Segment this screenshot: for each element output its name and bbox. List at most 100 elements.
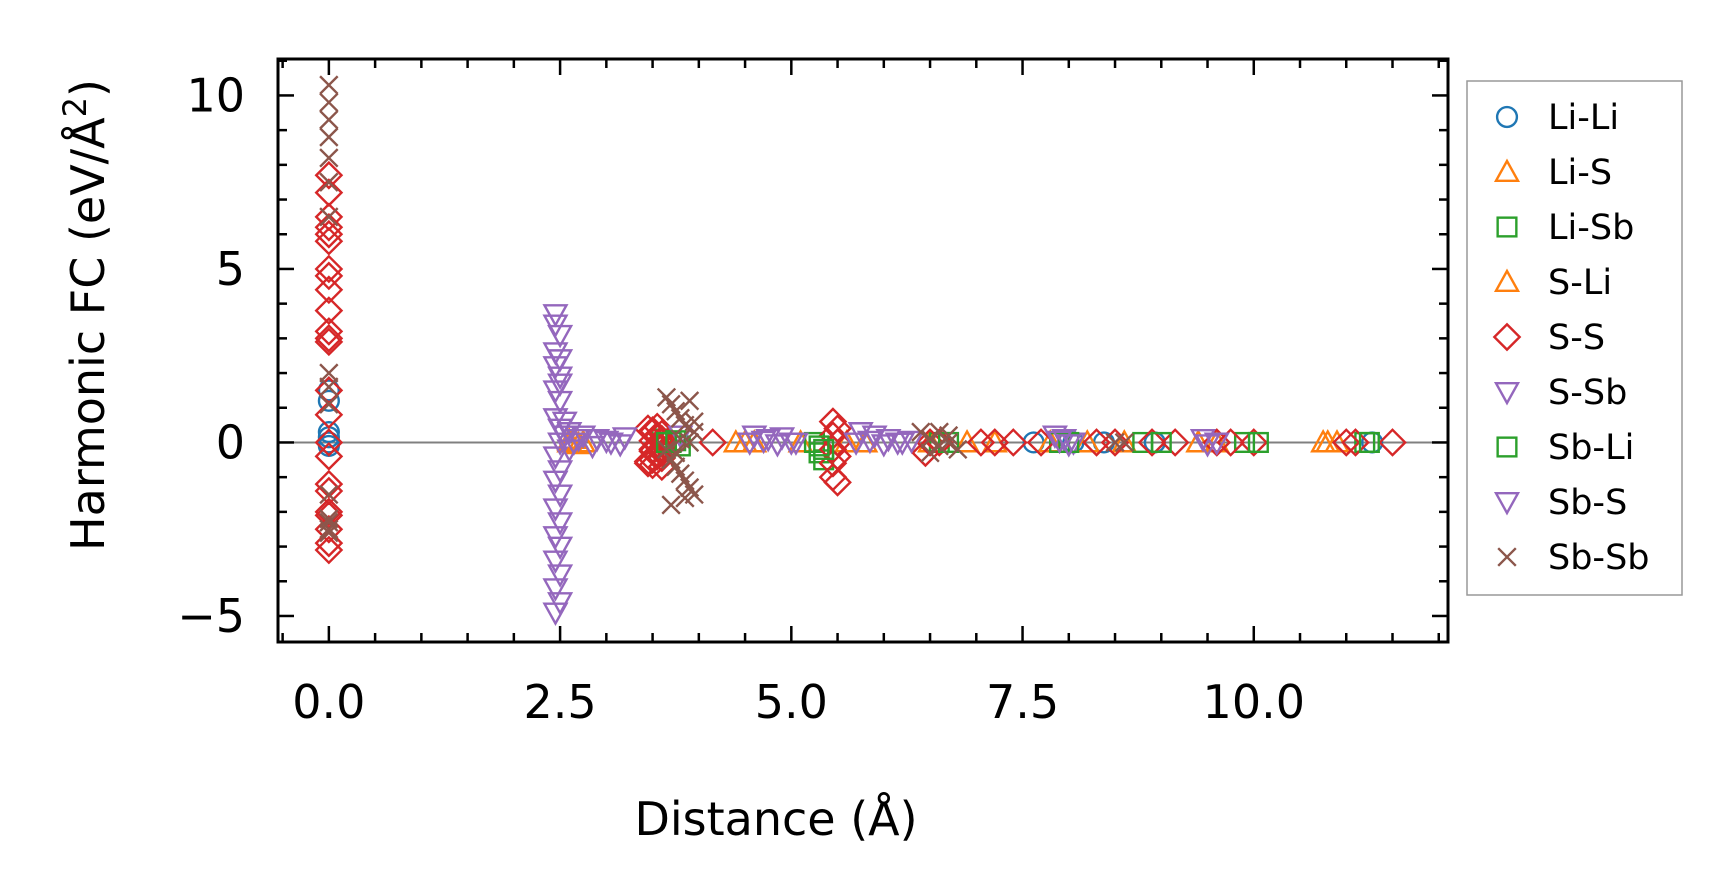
- data-point-sb-li: [938, 431, 960, 454]
- data-point-sb-sb: [319, 172, 339, 192]
- data-point-li-li: [317, 379, 340, 402]
- data-point-sb-s: [1046, 430, 1073, 455]
- legend-item-s-s: S-S: [1492, 318, 1605, 358]
- data-point-sb-sb: [679, 432, 700, 453]
- data-point-s-sb: [547, 390, 574, 415]
- data-point-s-s: [1341, 428, 1370, 457]
- legend-item-s-sb: S-Sb: [1493, 373, 1627, 413]
- data-point-s-sb: [597, 432, 625, 456]
- legend-item-li-s: Li-S: [1493, 153, 1612, 193]
- legend-item-sb-sb: Sb-Sb: [1497, 538, 1650, 578]
- data-point-sb-sb: [319, 110, 339, 130]
- legend-marker-li-s: [1493, 158, 1521, 183]
- data-point-s-s: [966, 428, 996, 457]
- legend-label: Li-Sb: [1548, 208, 1634, 248]
- data-point-li-sb: [1233, 431, 1256, 454]
- data-point-s-s: [1331, 428, 1361, 457]
- y-tick-labels: −5 0 5 10: [177, 68, 245, 643]
- legend-marker-li-sb: [1496, 216, 1518, 238]
- legend-label: Li-S: [1548, 153, 1612, 193]
- data-point-sb-sb: [319, 127, 339, 147]
- data-point-sb-s: [736, 432, 763, 456]
- data-point-sb-s: [778, 432, 805, 456]
- legend-label: S-Sb: [1548, 373, 1627, 413]
- data-point-li-li: [317, 389, 340, 412]
- legend-item-li-sb: Li-Sb: [1496, 208, 1634, 248]
- y-axis-title-superscript: 2: [56, 97, 94, 117]
- legend-marker-s-s: [1492, 322, 1522, 352]
- legend-item-sb-s: Sb-S: [1493, 483, 1627, 523]
- data-point-s-s: [1160, 428, 1190, 457]
- data-point-sb-sb: [319, 148, 339, 168]
- data-point-sb-li: [808, 435, 830, 457]
- data-point-s-s: [998, 428, 1028, 457]
- data-point-sb-s: [843, 432, 870, 456]
- data-point-s-sb: [542, 578, 569, 602]
- data-point-li-li: [317, 420, 340, 444]
- legend-item-sb-li: Sb-Li: [1496, 428, 1634, 468]
- x-tick-label: 7.5: [986, 675, 1059, 729]
- data-point-s-s: [314, 327, 344, 357]
- data-point-s-s: [314, 469, 344, 499]
- data-point-sb-s: [1194, 434, 1221, 458]
- data-point-s-sb: [1203, 432, 1230, 456]
- x-tick-label: 10.0: [1203, 675, 1305, 729]
- data-point-s-s: [638, 450, 667, 480]
- data-point-sb-sb: [319, 523, 339, 543]
- data-point-s-s: [1100, 428, 1130, 457]
- data-point-s-s: [314, 400, 344, 430]
- legend-label: Sb-S: [1548, 483, 1627, 523]
- data-point-s-s: [314, 428, 344, 457]
- data-point-s-s: [314, 254, 344, 284]
- data-point-s-s: [314, 160, 344, 190]
- y-tick-label: 10: [186, 68, 245, 122]
- data-point-s-li: [954, 428, 981, 453]
- legend-label: Sb-Li: [1548, 428, 1634, 468]
- data-point-sb-sb: [319, 484, 339, 505]
- data-point-sb-sb: [911, 422, 931, 442]
- legend-label: Li-Li: [1548, 98, 1619, 138]
- data-point-sb-s: [556, 439, 583, 463]
- y-tick-label: 0: [216, 415, 245, 469]
- data-point-s-s: [314, 528, 344, 558]
- data-point-s-sb: [547, 366, 574, 390]
- data-point-sb-s: [870, 434, 897, 458]
- data-point-s-s: [818, 435, 848, 464]
- data-point-s-s: [823, 468, 852, 497]
- data-point-sb-sb: [920, 443, 940, 463]
- data-point-s-sb: [547, 484, 574, 508]
- data-point-s-li: [1074, 428, 1101, 453]
- series-s-sb: [542, 304, 1230, 626]
- data-point-sb-s: [607, 434, 634, 458]
- data-point-s-sb: [542, 498, 569, 522]
- data-point-s-s: [1216, 428, 1245, 457]
- legend-label: Sb-Sb: [1548, 538, 1650, 578]
- data-point-sb-li: [1150, 431, 1172, 454]
- data-point-sb-sb: [920, 429, 940, 449]
- data-point-sb-sb: [684, 411, 704, 432]
- data-point-s-s: [314, 212, 344, 242]
- data-point-s-s: [314, 275, 344, 305]
- data-point-sb-s: [898, 430, 925, 455]
- data-point-sb-sb: [319, 394, 339, 414]
- data-point-sb-sb: [675, 488, 695, 508]
- axis-ticks: [278, 59, 1448, 642]
- legend-marker-sb-s: [1493, 492, 1521, 516]
- data-point-li-s: [1111, 428, 1138, 453]
- data-point-s-sb: [542, 446, 569, 470]
- legend-item-li-li: Li-Li: [1495, 98, 1619, 138]
- data-point-s-s: [314, 261, 344, 291]
- series-sb-s: [551, 425, 1221, 463]
- data-point-sb-sb: [1114, 432, 1134, 453]
- data-point-sb-sb: [666, 443, 686, 463]
- data-point-sb-sb: [661, 495, 681, 515]
- data-point-s-s: [314, 324, 344, 353]
- legend-marker-s-li: [1493, 268, 1521, 292]
- series-sb-sb: [319, 75, 1134, 543]
- legend-marker-li-li: [1495, 105, 1519, 129]
- data-point-s-s: [1239, 428, 1269, 457]
- data-point-sb-li: [1247, 431, 1269, 454]
- legend-item-s-li: S-Li: [1493, 263, 1612, 303]
- data-point-s-s: [314, 226, 344, 256]
- x-tick-label: 5.0: [755, 675, 828, 729]
